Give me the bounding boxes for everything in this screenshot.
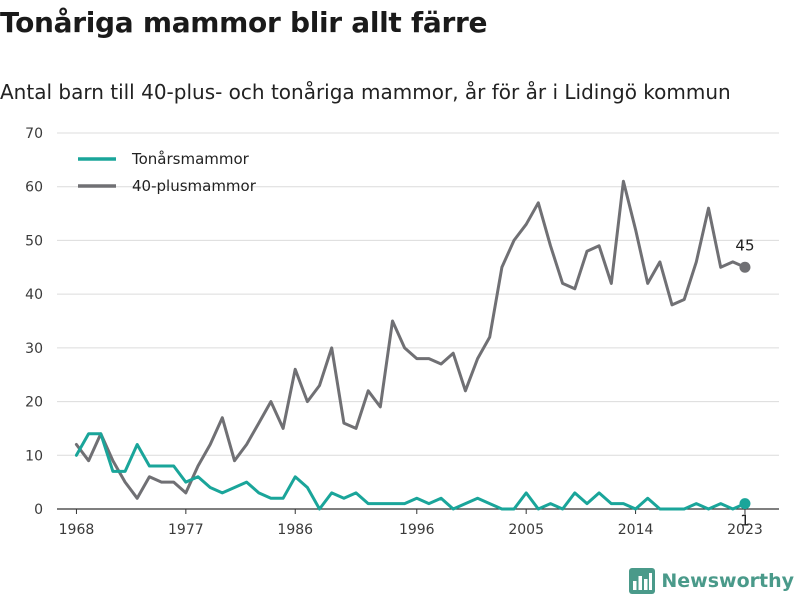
x-tick-label: 1986: [277, 522, 313, 538]
end-markers: 1 45: [735, 236, 754, 529]
brand-name: Newsworthy: [661, 570, 794, 592]
bar-chart-logo-icon: [629, 568, 656, 594]
x-tick-label: 2005: [508, 522, 544, 538]
chart-subtitle: Antal barn till 40-plus- och tonåriga ma…: [0, 80, 731, 104]
y-tick-label: 30: [25, 341, 43, 357]
x-tick-label: 1968: [59, 522, 95, 538]
y-tick-label: 10: [25, 448, 43, 464]
x-tick-label: 1996: [399, 522, 435, 538]
series-lines: [74, 179, 747, 511]
grid-lines: [57, 132, 779, 456]
end-value-label: 1: [740, 512, 750, 530]
y-tick-label: 50: [25, 233, 43, 249]
chart-title: Tonåriga mammor blir allt färre: [0, 6, 488, 39]
legend: Tonårsmammor 40-plusmammor: [78, 150, 257, 195]
brand-logo: Newsworthy: [629, 568, 794, 594]
y-tick-label: 60: [25, 180, 43, 196]
end-point-marker: [739, 498, 751, 510]
y-tick-label: 20: [25, 395, 43, 411]
y-tick-label: 70: [25, 126, 43, 142]
series-line-40-plusmammor: [74, 179, 747, 500]
x-tick-label: 2023: [727, 522, 763, 538]
y-tick-label: 40: [25, 287, 43, 303]
end-point-marker: [739, 261, 751, 273]
y-tick-label: 0: [34, 502, 43, 518]
legend-label: 40-plusmammor: [132, 177, 257, 195]
x-tick-label: 1977: [168, 522, 204, 538]
legend-label: Tonårsmammor: [131, 150, 250, 168]
x-axis: 1968 1977 1986 1996 2005 2014 2023: [57, 508, 779, 538]
y-axis-ticks: 0 10 20 30 40 50 60 70: [25, 126, 43, 518]
x-tick-label: 2014: [618, 522, 654, 538]
end-value-label: 45: [735, 236, 754, 254]
series-line-tonarsmammor: [74, 432, 747, 511]
